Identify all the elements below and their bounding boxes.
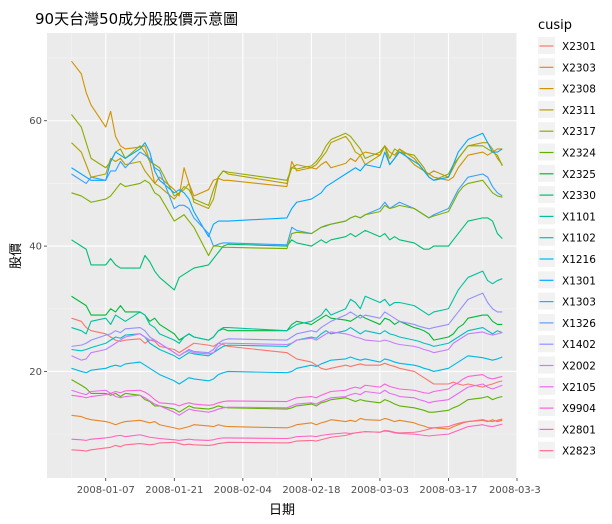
x-tick-label: 2008-03-3 [489, 485, 541, 496]
series-line-X1216 [71, 355, 503, 385]
legend-item-X2303: X2303 [538, 58, 596, 76]
series-line-X1326 [71, 179, 503, 257]
legend-label: X1402 [562, 339, 596, 351]
legend-item-X1326: X1326 [538, 313, 596, 331]
legend-item-X2823: X2823 [538, 441, 596, 459]
legend-label: X2823 [562, 446, 596, 458]
legend-label: X2325 [562, 169, 596, 181]
series-line-X1301 [71, 132, 503, 238]
x-tick-label: 2008-02-18 [282, 485, 340, 496]
x-tick-label: 2008-03-03 [351, 485, 409, 496]
series-line-X1101 [71, 270, 503, 344]
legend-title: cusip [538, 18, 572, 33]
series-lines [71, 60, 503, 452]
series-line-X2801 [71, 423, 503, 441]
legend-item-X2801: X2801 [538, 420, 596, 438]
series-line-X2823 [71, 418, 503, 452]
legend-label: X2311 [562, 105, 596, 117]
legend-label: X2303 [562, 62, 596, 74]
legend-label: X1326 [562, 318, 596, 330]
legend-item-X2330: X2330 [538, 186, 596, 204]
series-line-X2303 [71, 414, 503, 430]
y-axis: 20 40 60 [29, 116, 47, 378]
legend-item-X2301: X2301 [538, 37, 596, 54]
legend-label: X2105 [562, 382, 596, 394]
legend-label: X1301 [562, 275, 596, 287]
legend-item-X1101: X1101 [538, 207, 596, 225]
legend-item-X2308: X2308 [538, 79, 596, 97]
legend-items: X2301 X2303 X2308 X2311 X2317 X2324 X2325 X2330… [538, 37, 596, 459]
legend-label: X2330 [562, 190, 596, 202]
legend-item-X2317: X2317 [538, 122, 596, 140]
plot-background [47, 33, 517, 478]
legend-label: X1303 [562, 297, 596, 309]
legend-label: X2308 [562, 84, 596, 96]
legend-label: X1216 [562, 254, 596, 266]
legend-item-X1402: X1402 [538, 335, 596, 353]
y-tick-label: 40 [29, 242, 42, 253]
x-tick-label: 2008-02-04 [214, 485, 272, 496]
series-line-X2105 [71, 383, 503, 416]
legend-label: X9904 [562, 403, 596, 415]
legend-label: X2301 [562, 41, 596, 53]
legend-label: X2002 [562, 361, 596, 373]
grid-minor [47, 33, 517, 478]
series-line-X2301 [71, 317, 503, 388]
legend-label: X1101 [562, 211, 596, 223]
legend-item-X2002: X2002 [538, 356, 596, 374]
legend: cusip X2301 X2303 X2308 X2311 X2317 X2324 X232… [538, 18, 596, 459]
legend-item-X1303: X1303 [538, 292, 596, 310]
legend-item-X2311: X2311 [538, 100, 596, 118]
x-tick-label: 2008-01-07 [77, 485, 135, 496]
legend-item-X1216: X1216 [538, 250, 596, 267]
series-line-X2311 [71, 135, 503, 210]
legend-item-X2325: X2325 [538, 164, 596, 182]
y-axis-title: 股價 [9, 243, 24, 269]
x-tick-label: 2008-03-17 [419, 485, 477, 496]
chart-title: 90天台灣50成分股股價示意圖 [35, 10, 238, 28]
legend-item-X1102: X1102 [538, 228, 596, 246]
x-axis: 2008-01-07 2008-01-21 2008-02-04 2008-02-18… [77, 478, 541, 496]
x-axis-title: 日期 [269, 503, 295, 518]
legend-label: X2317 [562, 126, 596, 138]
series-line-X2330 [71, 217, 503, 291]
series-line-X9904 [71, 374, 503, 407]
legend-item-X2105: X2105 [538, 377, 596, 395]
legend-item-X2324: X2324 [538, 143, 596, 161]
legend-label: X1102 [562, 233, 596, 245]
legend-label: X2801 [562, 424, 596, 436]
legend-item-X1301: X1301 [538, 271, 596, 289]
series-line-X1402 [71, 292, 503, 357]
y-tick-label: 60 [29, 116, 42, 127]
series-line-X2324 [71, 379, 503, 413]
x-tick-label: 2008-01-21 [145, 485, 203, 496]
y-tick-label: 20 [29, 367, 42, 378]
legend-item-X9904: X9904 [538, 399, 596, 417]
series-line-X2002 [71, 331, 503, 361]
legend-label: X2324 [562, 148, 596, 160]
series-line-X2317 [71, 114, 503, 206]
